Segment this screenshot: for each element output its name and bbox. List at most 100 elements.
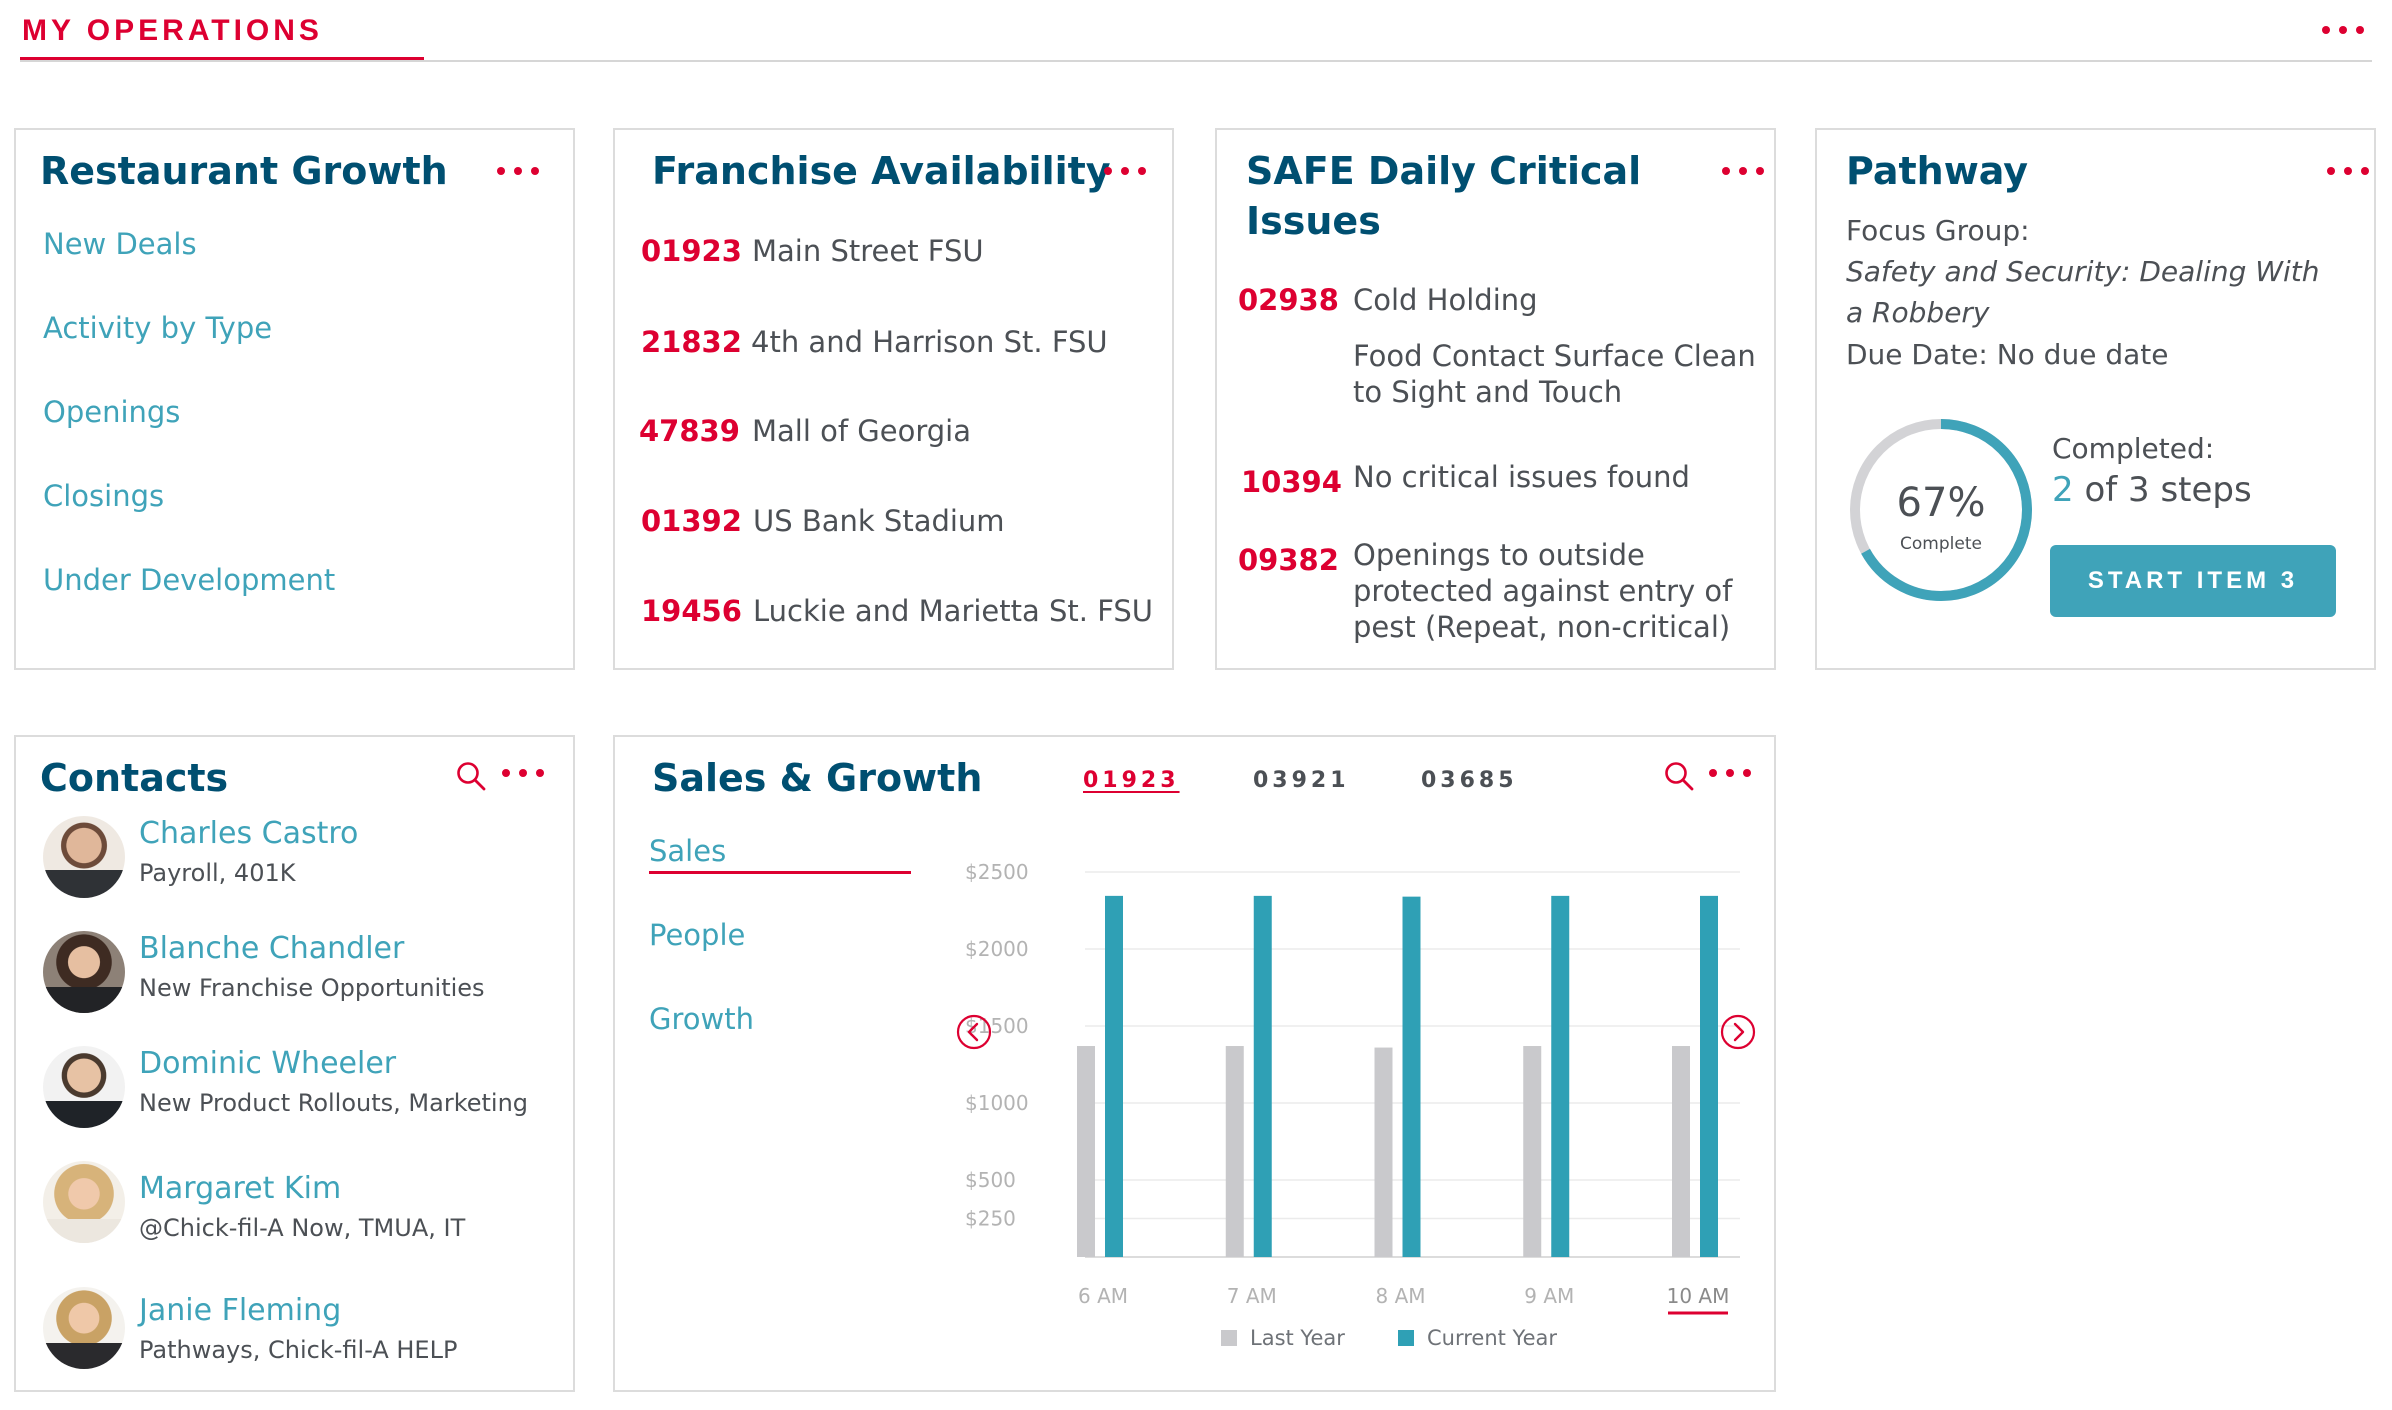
safe-issues-title-line2: Issues [1246, 199, 1381, 243]
store-tab-01923[interactable]: 01923 [1083, 768, 1180, 793]
x-tick-label[interactable]: 6 AM [1078, 1284, 1128, 1308]
steps-total: of 3 steps [2084, 470, 2252, 510]
issue-text: Food Contact Surface Clean [1353, 339, 1756, 373]
franchise-id[interactable]: 47839 [639, 414, 740, 448]
progress-percent: 67% [1897, 480, 1986, 526]
franchise-availability-title: Franchise Availability [652, 149, 1111, 193]
sales-search-icon[interactable] [1663, 760, 1695, 792]
contact-name[interactable]: Blanche Chandler [139, 931, 405, 966]
issue-id[interactable]: 10394 [1241, 465, 1342, 499]
link-activity-by-type[interactable]: Activity by Type [43, 311, 273, 345]
completed-steps: 2 of 3 steps [2052, 470, 2252, 510]
bar-last-year[interactable] [1374, 1047, 1393, 1257]
bar-last-year[interactable] [1672, 1046, 1690, 1257]
bar-last-year[interactable] [1077, 1046, 1095, 1257]
chart-prev-icon[interactable] [955, 1013, 993, 1051]
bar-current-year[interactable] [1700, 895, 1718, 1257]
focus-group-label: Focus Group: [1846, 214, 2030, 247]
franchise-name[interactable]: Luckie and Marietta St. FSU [753, 594, 1154, 628]
sales-growth-title: Sales & Growth [652, 756, 983, 800]
issue-id[interactable]: 09382 [1238, 543, 1339, 577]
focus-group-name[interactable]: Safety and Security: Dealing With [1846, 255, 2320, 288]
page-more-icon[interactable] [2322, 20, 2364, 40]
nav-sales[interactable]: Sales [649, 834, 727, 868]
page-title-underline [20, 57, 424, 61]
progress-caption: Complete [1900, 534, 1982, 554]
franchise-availability-more-icon[interactable] [1104, 161, 1146, 181]
sales-growth-card: Sales & Growth 01923 03921 03685 Sales P… [613, 735, 1776, 1392]
franchise-name[interactable]: Mall of Georgia [752, 414, 972, 448]
contact-role: Payroll, 401K [139, 859, 296, 887]
pathway-title: Pathway [1846, 149, 2029, 193]
steps-done: 2 [2052, 470, 2074, 510]
focus-group-name-cont[interactable]: a Robbery [1846, 296, 1990, 329]
franchise-name[interactable]: 4th and Harrison St. FSU [751, 325, 1108, 359]
nav-growth[interactable]: Growth [649, 1002, 754, 1036]
legend-label-last-year: Last Year [1250, 1326, 1345, 1347]
bar-current-year[interactable] [1253, 895, 1272, 1257]
franchise-id[interactable]: 01923 [641, 234, 742, 268]
contacts-title: Contacts [40, 756, 229, 800]
issue-id[interactable]: 02938 [1238, 283, 1339, 317]
pathway-card: Pathway Focus Group: Safety and Security… [1815, 128, 2376, 670]
safe-issues-card: SAFE Daily Critical Issues 02938 Cold Ho… [1215, 128, 1776, 670]
contact-name[interactable]: Dominic Wheeler [139, 1046, 397, 1081]
contacts-card: Contacts Charles Castro Payroll, 401K Bl… [14, 735, 575, 1392]
bar-current-year[interactable] [1105, 895, 1123, 1257]
contact-role: New Franchise Opportunities [139, 974, 485, 1002]
issue-text: No critical issues found [1353, 460, 1690, 494]
x-tick-label[interactable]: 7 AM [1227, 1284, 1277, 1308]
chart-next-icon[interactable] [1719, 1013, 1757, 1051]
restaurant-growth-title: Restaurant Growth [40, 149, 448, 193]
issue-text: Cold Holding [1353, 283, 1538, 317]
bar-current-year[interactable] [1551, 895, 1570, 1257]
link-openings[interactable]: Openings [43, 395, 181, 429]
store-tab-03921[interactable]: 03921 [1253, 768, 1350, 793]
link-new-deals[interactable]: New Deals [43, 227, 197, 261]
avatar[interactable] [43, 1046, 125, 1128]
avatar[interactable] [43, 931, 125, 1013]
avatar[interactable] [43, 1287, 125, 1369]
issue-text: pest (Repeat, non-critical) [1353, 610, 1731, 644]
sales-more-icon[interactable] [1709, 763, 1751, 783]
contacts-search-icon[interactable] [455, 760, 487, 792]
safe-issues-more-icon[interactable] [1722, 161, 1764, 181]
contact-name[interactable]: Charles Castro [139, 816, 359, 851]
contact-name[interactable]: Margaret Kim [139, 1171, 342, 1206]
franchise-name[interactable]: US Bank Stadium [753, 504, 1005, 538]
legend-swatch-current-year [1398, 1330, 1414, 1346]
restaurant-growth-more-icon[interactable] [497, 161, 539, 181]
franchise-id[interactable]: 19456 [641, 594, 742, 628]
avatar[interactable] [43, 1161, 125, 1243]
restaurant-growth-card: Restaurant Growth New Deals Activity by … [14, 128, 575, 670]
issue-text: Openings to outside [1353, 538, 1645, 572]
contact-role: @Chick-fil-A Now, TMUA, IT [139, 1214, 466, 1242]
nav-people[interactable]: People [649, 918, 746, 952]
franchise-availability-card: Franchise Availability 01923 Main Street… [613, 128, 1174, 670]
pathway-more-icon[interactable] [2327, 161, 2369, 181]
bar-last-year[interactable] [1523, 1046, 1542, 1257]
contacts-more-icon[interactable] [502, 763, 544, 783]
legend-swatch-last-year [1221, 1330, 1237, 1346]
bar-last-year[interactable] [1225, 1046, 1244, 1257]
legend-label-current-year: Current Year [1427, 1326, 1557, 1347]
x-tick-label[interactable]: 8 AM [1375, 1284, 1425, 1308]
issue-text: protected against entry of [1353, 574, 1733, 608]
bar-current-year[interactable] [1402, 896, 1421, 1257]
y-tick-label: $1000 [965, 1091, 1029, 1115]
store-tab-03685[interactable]: 03685 [1421, 768, 1518, 793]
nav-sales-underline [649, 871, 911, 874]
x-tick-label[interactable]: 10 AM [1667, 1284, 1730, 1308]
y-tick-label: $2000 [965, 937, 1029, 961]
franchise-id[interactable]: 01392 [641, 504, 742, 538]
x-tick-label[interactable]: 9 AM [1524, 1284, 1574, 1308]
franchise-name[interactable]: Main Street FSU [752, 234, 984, 268]
franchise-id[interactable]: 21832 [641, 325, 742, 359]
start-item-button[interactable]: START ITEM 3 [2050, 545, 2336, 617]
avatar[interactable] [43, 816, 125, 898]
due-date: Due Date: No due date [1846, 338, 2169, 371]
link-under-development[interactable]: Under Development [43, 563, 336, 597]
link-closings[interactable]: Closings [43, 479, 165, 513]
contact-name[interactable]: Janie Fleming [139, 1293, 342, 1328]
progress-ring: 67% Complete [1850, 419, 2032, 601]
